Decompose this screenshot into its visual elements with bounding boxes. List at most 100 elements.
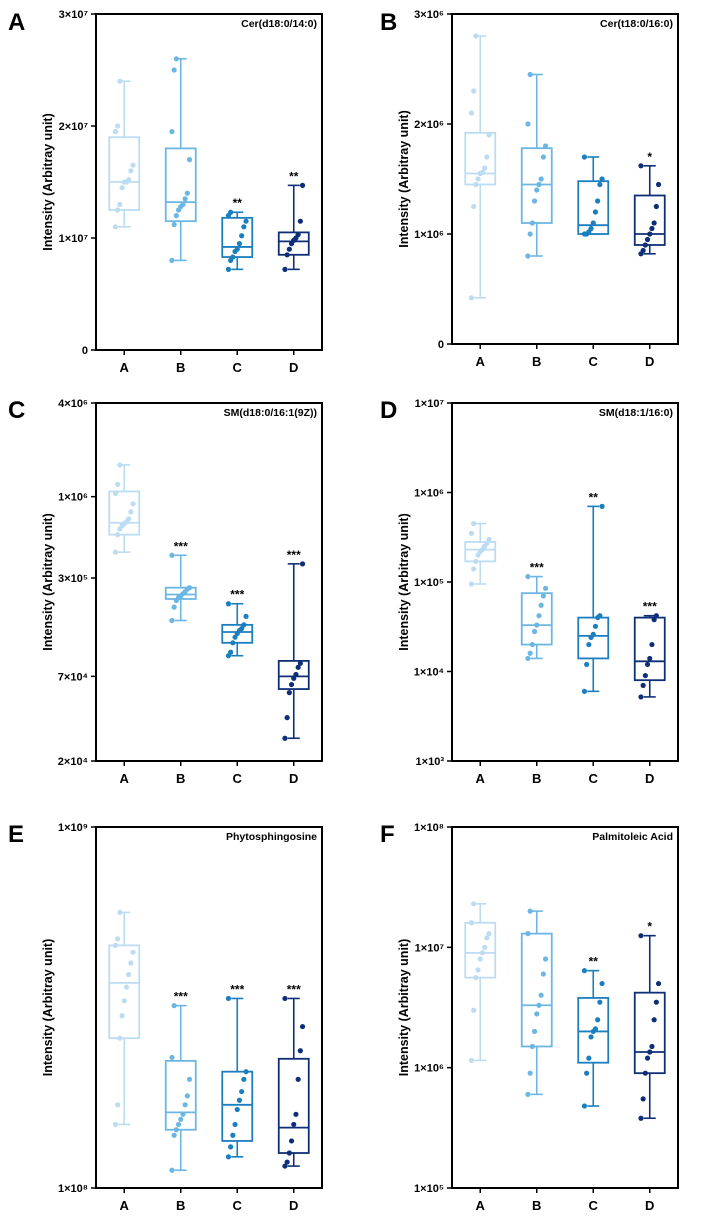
data-point xyxy=(473,975,479,981)
data-point xyxy=(169,1167,175,1173)
data-point xyxy=(241,622,247,628)
data-point xyxy=(584,1070,590,1076)
box-iqr xyxy=(108,490,141,536)
box-iqr xyxy=(520,592,553,646)
data-point xyxy=(115,481,121,487)
box-a xyxy=(108,78,141,230)
x-tick-label: D xyxy=(289,771,298,786)
data-point xyxy=(475,967,481,973)
x-tick-label: A xyxy=(476,1198,486,1213)
data-point xyxy=(642,1070,648,1076)
chart-title: Phytosphingosine xyxy=(226,831,317,843)
data-point xyxy=(284,1159,290,1165)
significance-label: ** xyxy=(289,169,299,183)
y-axis-label: Intensity (Arbitray unit) xyxy=(397,513,411,651)
data-point xyxy=(282,995,288,1002)
data-point xyxy=(540,971,546,977)
data-point xyxy=(536,181,542,188)
data-point xyxy=(225,601,232,607)
x-tick-label: C xyxy=(589,771,599,786)
plot-frame xyxy=(95,402,323,762)
data-point xyxy=(590,631,596,637)
x-tick-label: D xyxy=(645,771,654,786)
data-point xyxy=(538,992,544,998)
data-point xyxy=(471,566,477,572)
data-point xyxy=(479,169,486,175)
data-point xyxy=(471,203,477,210)
x-tick-label: B xyxy=(532,354,541,369)
data-point xyxy=(115,936,121,942)
data-point xyxy=(653,203,659,210)
plot-frame xyxy=(451,402,679,762)
data-point xyxy=(525,1091,531,1097)
data-point xyxy=(534,1011,540,1017)
data-point xyxy=(527,908,533,914)
data-point xyxy=(647,1049,653,1055)
x-tick-label: C xyxy=(589,354,599,369)
box-iqr xyxy=(520,932,553,1048)
significance-label: *** xyxy=(643,600,657,614)
x-tick-label: D xyxy=(645,1198,654,1213)
data-point xyxy=(473,558,479,564)
data-point xyxy=(112,942,119,948)
data-point xyxy=(230,254,236,260)
data-point xyxy=(529,1043,535,1050)
data-point xyxy=(584,661,590,668)
data-point xyxy=(286,1150,292,1156)
y-tick-label: 2×10⁶ xyxy=(414,119,444,131)
box-iqr xyxy=(633,194,666,246)
data-point xyxy=(642,242,648,248)
y-axis-label: Intensity (Arbitray unit) xyxy=(397,110,411,248)
box-iqr xyxy=(633,616,666,682)
data-point xyxy=(126,516,132,522)
y-tick-label: 1×10⁸ xyxy=(58,1183,88,1195)
data-point xyxy=(482,165,488,171)
data-point xyxy=(243,613,249,619)
data-point xyxy=(638,933,644,939)
data-point xyxy=(169,552,175,558)
data-point xyxy=(655,181,662,188)
data-point xyxy=(525,655,531,662)
data-point xyxy=(540,154,546,160)
data-point xyxy=(482,944,488,950)
box-b: *** xyxy=(164,539,197,624)
data-point xyxy=(169,257,175,263)
data-point xyxy=(527,650,533,656)
data-point xyxy=(130,949,136,955)
box-b xyxy=(520,71,553,259)
panel-label: D xyxy=(380,397,397,424)
plot-frame xyxy=(95,826,323,1189)
data-point xyxy=(486,931,492,937)
significance-label: *** xyxy=(530,561,544,575)
data-point xyxy=(651,617,657,623)
chart-title: Cer(t18:0/16:0) xyxy=(600,18,673,30)
y-tick-label: 1×10⁸ xyxy=(414,822,444,834)
data-point xyxy=(178,1116,184,1122)
data-point xyxy=(542,585,549,591)
y-tick-label: 0 xyxy=(438,339,444,351)
data-point xyxy=(225,1154,232,1160)
y-tick-label: 1×10⁶ xyxy=(414,229,444,241)
data-point xyxy=(112,1121,119,1128)
panel-label: E xyxy=(8,821,24,848)
y-tick-label: 1×10⁷ xyxy=(59,233,89,245)
y-axis-label: Intensity (Arbitray unit) xyxy=(41,513,55,651)
data-point xyxy=(542,956,549,962)
x-tick-label: D xyxy=(289,360,298,375)
data-point xyxy=(540,593,546,599)
data-point xyxy=(171,1132,177,1138)
data-point xyxy=(484,935,490,941)
data-point xyxy=(295,664,301,670)
data-point xyxy=(653,999,659,1005)
data-point xyxy=(121,998,127,1004)
box-b xyxy=(520,908,553,1097)
data-point xyxy=(186,1076,193,1082)
data-point xyxy=(288,681,295,688)
data-point xyxy=(291,675,297,681)
y-tick-label: 1×10⁶ xyxy=(414,1063,444,1075)
data-point xyxy=(640,1096,646,1102)
data-point xyxy=(169,1054,175,1061)
data-point xyxy=(295,232,301,238)
data-point xyxy=(588,225,594,232)
